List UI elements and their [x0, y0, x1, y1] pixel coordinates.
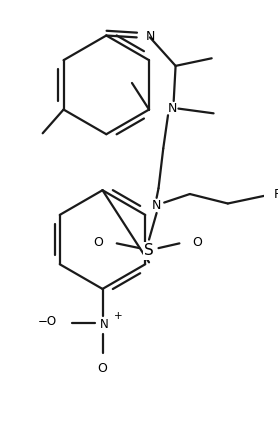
Text: N: N — [100, 317, 109, 331]
Text: −O: −O — [38, 315, 57, 328]
Text: S: S — [144, 244, 154, 259]
Text: O: O — [98, 362, 108, 375]
Text: F: F — [273, 187, 278, 201]
Text: O: O — [94, 236, 103, 249]
Text: N: N — [152, 199, 161, 212]
Text: O: O — [193, 236, 203, 249]
Text: N: N — [146, 30, 156, 43]
Text: +: + — [114, 311, 123, 322]
Text: N: N — [168, 102, 177, 115]
